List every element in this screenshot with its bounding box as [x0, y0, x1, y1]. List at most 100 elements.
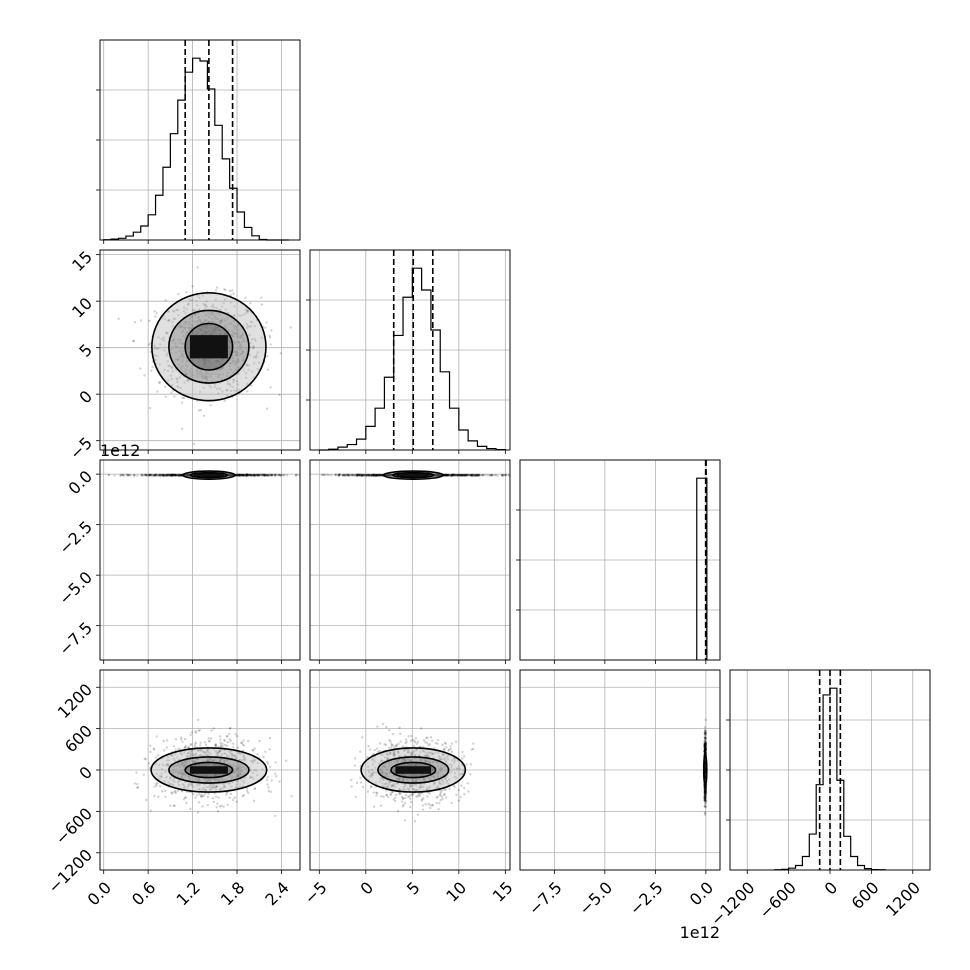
scatter-point [184, 334, 188, 337]
scatter-point [355, 473, 359, 477]
scatter-point [204, 375, 207, 379]
scatter-point [469, 474, 472, 477]
scatter-point [436, 474, 439, 477]
scatter-point [161, 474, 164, 477]
scatter-point [235, 473, 238, 477]
scatter-point [229, 726, 232, 730]
scatter-point [369, 785, 373, 788]
scatter-point [704, 745, 707, 748]
scatter-point [239, 474, 243, 477]
scatter-point [166, 473, 169, 477]
scatter-point [184, 474, 188, 477]
scatter-point [220, 362, 223, 365]
scatter-point [398, 726, 401, 729]
scatter-point [174, 473, 177, 477]
scatter-point [404, 748, 407, 752]
scatter-point [220, 764, 223, 767]
scatter-point [357, 473, 361, 477]
scatter-point [152, 473, 155, 477]
scatter-point [454, 473, 457, 477]
scatter-point [443, 473, 446, 477]
histogram-step [319, 267, 506, 451]
scatter-point [387, 761, 391, 764]
scatter-point [190, 791, 194, 795]
scatter-point [209, 375, 213, 378]
scatter-point [186, 474, 189, 477]
scatter-point [446, 474, 449, 477]
scatter-point [422, 773, 425, 776]
scatter-point [264, 326, 267, 329]
scatter-point [181, 769, 184, 772]
scatter-point [160, 473, 163, 477]
scatter-point [220, 778, 223, 782]
scatter-point [190, 743, 193, 746]
scatter-point [389, 473, 393, 476]
scatter-point [240, 765, 244, 769]
scatter-point [184, 320, 188, 324]
scatter-point [422, 777, 425, 780]
scatter-point [170, 473, 173, 477]
scatter-point [385, 785, 388, 789]
scatter-point [355, 781, 359, 785]
scatter-point [182, 358, 185, 362]
scatter-point [136, 786, 139, 790]
scatter-point [439, 769, 442, 772]
scatter-point [180, 763, 184, 767]
scatter-point [447, 749, 450, 752]
scatter-point [212, 786, 215, 790]
scatter-point [404, 793, 408, 797]
scatter-point [206, 757, 209, 760]
scatter-point [219, 320, 223, 323]
scatter-point [265, 355, 269, 358]
scatter-point [397, 782, 400, 785]
scatter-point [283, 474, 286, 477]
density-panel-2-1 [309, 459, 511, 661]
scatter-point [270, 473, 274, 477]
scatter-point [157, 795, 160, 798]
scatter-point [159, 473, 163, 477]
scatter-point [153, 474, 156, 477]
scatter-point [240, 770, 243, 773]
scatter-point [154, 474, 157, 477]
scatter-point [250, 473, 253, 476]
scatter-point [459, 474, 463, 477]
scatter-point [221, 744, 224, 748]
scatter-point [242, 757, 246, 760]
scatter-point [500, 474, 503, 477]
scatter-point [240, 473, 243, 476]
scatter-point [260, 296, 263, 299]
scatter-point [150, 369, 153, 372]
scatter-point [427, 802, 430, 806]
scatter-point [385, 473, 388, 477]
scatter-point [236, 473, 239, 476]
contour-line [184, 322, 234, 371]
scatter-point [704, 786, 708, 790]
scatter-point [242, 474, 245, 477]
scatter-point [212, 779, 215, 782]
scatter-point [703, 795, 707, 799]
scatter-point [473, 474, 477, 477]
scatter-point [236, 735, 239, 738]
scatter-point [235, 768, 239, 771]
scatter-point [189, 367, 193, 371]
scatter-point [384, 782, 388, 785]
scatter-point [439, 799, 442, 802]
scatter-point [447, 473, 450, 477]
scatter-point [462, 474, 466, 477]
scatter-point [207, 786, 210, 789]
scatter-point [230, 774, 234, 778]
scatter-point [199, 753, 203, 757]
scatter-point [205, 780, 208, 783]
scatter-point [188, 320, 191, 324]
scatter-point [174, 473, 177, 477]
scatter-point [205, 753, 208, 757]
scatter-point [154, 762, 157, 766]
scatter-point [165, 739, 169, 742]
scatter-point [227, 770, 231, 773]
scatter-point [437, 808, 440, 811]
scatter-point [368, 775, 371, 778]
scatter-point [408, 758, 412, 762]
scatter-point [420, 727, 423, 730]
scatter-point [243, 776, 247, 780]
scatter-point [201, 795, 204, 798]
